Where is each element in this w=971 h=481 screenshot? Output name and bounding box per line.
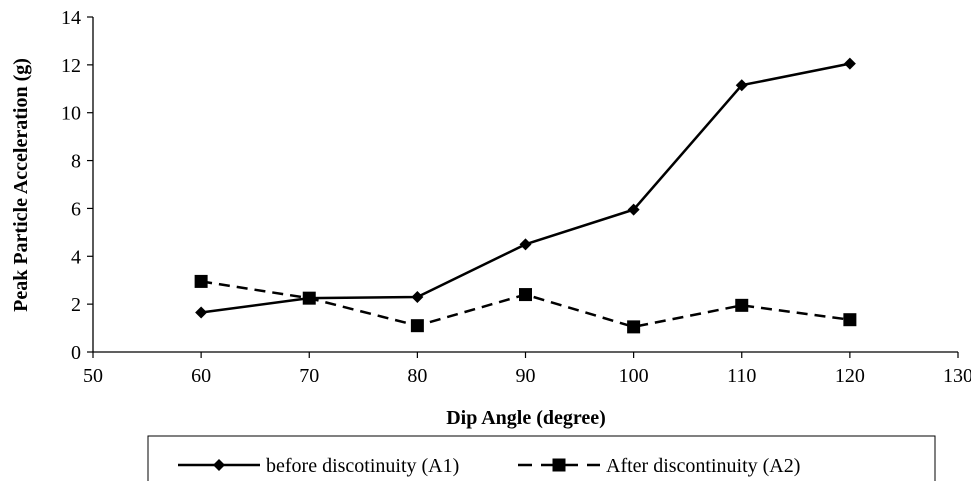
series-2	[194, 274, 857, 334]
series-2-point	[843, 313, 857, 327]
series-2-point	[627, 320, 641, 334]
x-tick-label: 100	[619, 365, 649, 387]
series-1	[195, 57, 856, 319]
x-tick-label: 110	[727, 365, 756, 387]
series-1-point	[627, 203, 640, 216]
legend-label-2: After discontinuity (A2)	[606, 455, 800, 477]
series-2-point	[735, 298, 749, 312]
legend-marker-2	[552, 458, 566, 472]
x-tick-label: 130	[943, 365, 971, 387]
y-tick-label: 14	[61, 7, 81, 29]
ticks: 0 2 4 6 8 10 12 14 50 60 70 80 90 100 110 120 130	[61, 7, 971, 387]
x-tick-label: 80	[407, 365, 427, 387]
legend-box	[147, 435, 936, 481]
x-axis-title: Dip Angle (degree)	[446, 407, 606, 429]
series-2-point	[519, 288, 532, 302]
series-1-line	[200, 62, 851, 314]
series-1-point	[843, 57, 856, 70]
legend: before discotinuity (A1) After discontinu…	[147, 435, 936, 481]
series-1-point	[411, 290, 424, 303]
y-axis-title: Peak Particle Acceleration (g)	[10, 58, 32, 312]
y-tick-label: 8	[71, 151, 81, 173]
series	[194, 57, 857, 334]
x-tick-label: 120	[835, 365, 865, 387]
series-1-point	[195, 306, 208, 319]
y-tick-label: 10	[61, 103, 81, 125]
y-tick-label: 0	[71, 342, 81, 364]
y-tick-label: 2	[71, 294, 81, 316]
series-1-point	[519, 238, 532, 251]
y-tick-label: 4	[71, 246, 81, 268]
y-tick-label: 6	[71, 198, 81, 220]
x-tick-label: 60	[191, 365, 211, 387]
legend-label-1: before discotinuity (A1)	[266, 455, 459, 477]
x-tick-label: 50	[83, 365, 103, 387]
x-tick-label: 70	[299, 365, 319, 387]
series-2-point	[194, 274, 208, 288]
series-2-point	[410, 319, 424, 333]
series-2-point	[302, 291, 316, 305]
y-tick-label: 12	[61, 55, 81, 77]
x-tick-label: 90	[516, 365, 536, 387]
legend-marker-1	[213, 459, 225, 471]
series-1-point	[735, 79, 748, 92]
